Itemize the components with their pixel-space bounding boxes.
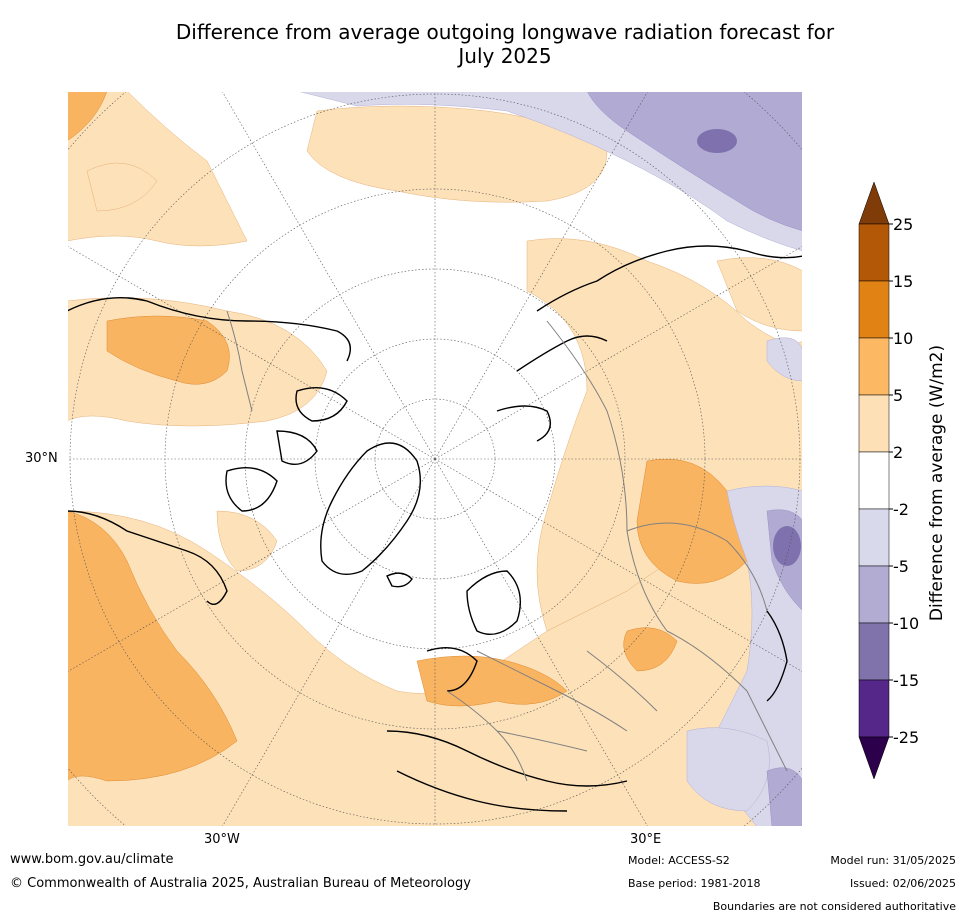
coastlines <box>67 245 803 812</box>
colorbar-segment <box>858 394 890 453</box>
title-line-1: Difference from average outgoing longwav… <box>175 20 835 44</box>
colorbar-segments <box>858 181 890 780</box>
lon-label-west: 30°W <box>204 832 240 847</box>
country-borders <box>226 310 788 782</box>
colorbar-ticks: 25 15 10 5 2 -2 -5 -10 -15 -25 <box>889 215 919 747</box>
colorbar-segment <box>858 622 890 681</box>
colorbar-extend-bottom <box>858 736 890 780</box>
colorbar: 25 15 10 5 2 -2 -5 -10 -15 -25 <box>858 181 919 780</box>
colorbar-tick-label: -5 <box>893 557 909 576</box>
colorbar-tick-label: -10 <box>893 614 919 633</box>
colorbar-tick-label: 25 <box>893 215 913 234</box>
footer-base-period: Base period: 1981-2018 <box>628 877 761 890</box>
colorbar-tick-label: 5 <box>893 386 903 405</box>
chart-title: Difference from average outgoing longwav… <box>60 20 950 68</box>
colorbar-extend-top <box>858 181 890 225</box>
anomaly-mid-orange <box>67 91 750 782</box>
colorbar-tick-label: -2 <box>893 500 909 519</box>
lat-label: 30°N <box>25 451 58 466</box>
footer-copyright: © Commonwealth of Australia 2025, Austra… <box>10 876 471 891</box>
polar-map <box>67 91 803 827</box>
footer-model: Model: ACCESS-S2 <box>628 854 730 867</box>
footer-model-run: Model run: 31/05/2025 <box>830 854 956 867</box>
footer-disclaimer: Boundaries are not considered authoritat… <box>712 900 956 913</box>
colorbar-segment <box>858 337 890 396</box>
colorbar-segment <box>858 451 890 510</box>
colorbar-segment <box>858 508 890 567</box>
colorbar-label: Difference from average (W/m2) <box>927 344 947 622</box>
colorbar-segment <box>858 280 890 339</box>
colorbar-tick-label: -25 <box>893 728 919 747</box>
colorbar-tick-label: 2 <box>893 443 903 462</box>
footer-url: www.bom.gov.au/climate <box>10 852 174 867</box>
colorbar-tick-label: 15 <box>893 272 913 291</box>
colorbar-segment <box>858 679 890 738</box>
footer-issued: Issued: 02/06/2025 <box>849 877 956 890</box>
colorbar-segment <box>858 565 890 624</box>
title-line-2: July 2025 <box>458 44 552 68</box>
anomaly-dark-purple <box>697 129 801 566</box>
colorbar-tick-label: -15 <box>893 671 919 690</box>
lon-label-east: 30°E <box>630 832 662 847</box>
colorbar-tick-label: 10 <box>893 329 913 348</box>
colorbar-segment <box>858 223 890 282</box>
